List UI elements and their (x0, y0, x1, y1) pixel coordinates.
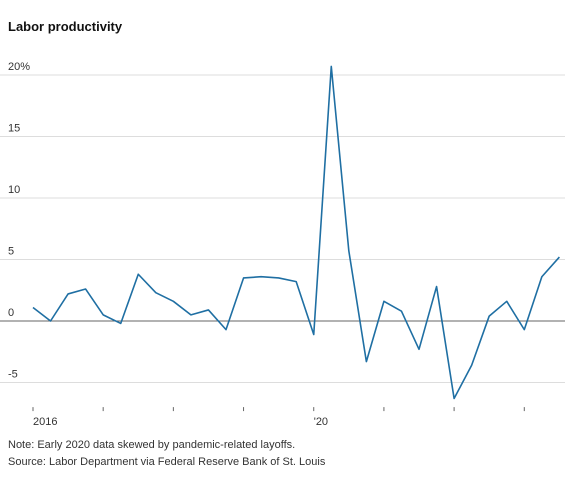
x-tick-label: '20 (314, 416, 328, 428)
y-tick-label: 20% (8, 61, 30, 73)
y-tick-label: 10 (8, 184, 20, 196)
note: Note: Early 2020 data skewed by pandemic… (8, 439, 295, 451)
chart-title: Labor productivity (8, 19, 123, 34)
y-tick-label: -5 (8, 369, 18, 381)
source: Source: Labor Department via Federal Res… (8, 456, 326, 468)
y-tick-label: 5 (8, 246, 14, 258)
y-tick-label: 0 (8, 307, 14, 319)
x-tick-label: 2016 (33, 416, 57, 428)
line (32, 65, 560, 400)
y-tick-label: 15 (8, 123, 20, 135)
